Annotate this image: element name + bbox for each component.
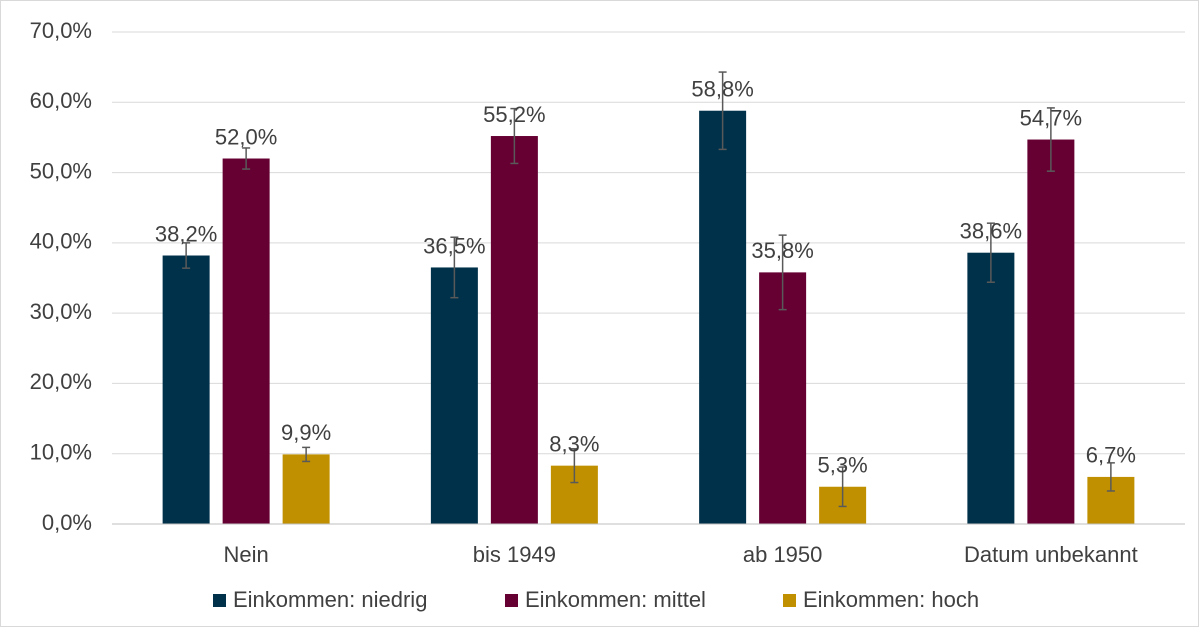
y-tick-label: 70,0% bbox=[30, 18, 92, 43]
y-tick-label: 40,0% bbox=[30, 229, 92, 254]
data-label: 35,8% bbox=[751, 238, 813, 263]
y-tick-label: 50,0% bbox=[30, 158, 92, 183]
bar bbox=[162, 255, 210, 524]
bar bbox=[699, 110, 747, 524]
legend-swatch bbox=[505, 594, 518, 607]
data-label: 52,0% bbox=[215, 124, 277, 149]
x-tick-label: Datum unbekannt bbox=[964, 542, 1138, 567]
data-label: 38,2% bbox=[155, 221, 217, 246]
legend-swatch bbox=[783, 594, 796, 607]
bar bbox=[282, 454, 330, 524]
bar bbox=[1027, 139, 1075, 524]
x-tick-label: bis 1949 bbox=[473, 542, 556, 567]
y-tick-label: 20,0% bbox=[30, 369, 92, 394]
y-tick-label: 0,0% bbox=[42, 510, 92, 535]
y-tick-label: 30,0% bbox=[30, 299, 92, 324]
data-label: 55,2% bbox=[483, 102, 545, 127]
data-label: 5,3% bbox=[818, 453, 868, 478]
x-tick-label: Nein bbox=[224, 542, 269, 567]
data-label: 6,7% bbox=[1086, 443, 1136, 468]
bar bbox=[490, 136, 538, 524]
data-label: 38,6% bbox=[960, 219, 1022, 244]
data-label: 8,3% bbox=[549, 431, 599, 456]
data-label: 54,7% bbox=[1020, 105, 1082, 130]
legend-label: Einkommen: mittel bbox=[525, 587, 706, 612]
legend-swatch bbox=[213, 594, 226, 607]
y-tick-label: 60,0% bbox=[30, 88, 92, 113]
bar bbox=[967, 252, 1015, 524]
data-label: 9,9% bbox=[281, 420, 331, 445]
x-tick-label: ab 1950 bbox=[743, 542, 823, 567]
data-label: 58,8% bbox=[691, 77, 753, 102]
bar bbox=[430, 267, 478, 524]
bar bbox=[222, 158, 270, 524]
data-label: 36,5% bbox=[423, 233, 485, 258]
legend-label: Einkommen: niedrig bbox=[233, 587, 427, 612]
y-tick-label: 10,0% bbox=[30, 440, 92, 465]
legend-label: Einkommen: hoch bbox=[803, 587, 979, 612]
bar bbox=[759, 272, 807, 524]
